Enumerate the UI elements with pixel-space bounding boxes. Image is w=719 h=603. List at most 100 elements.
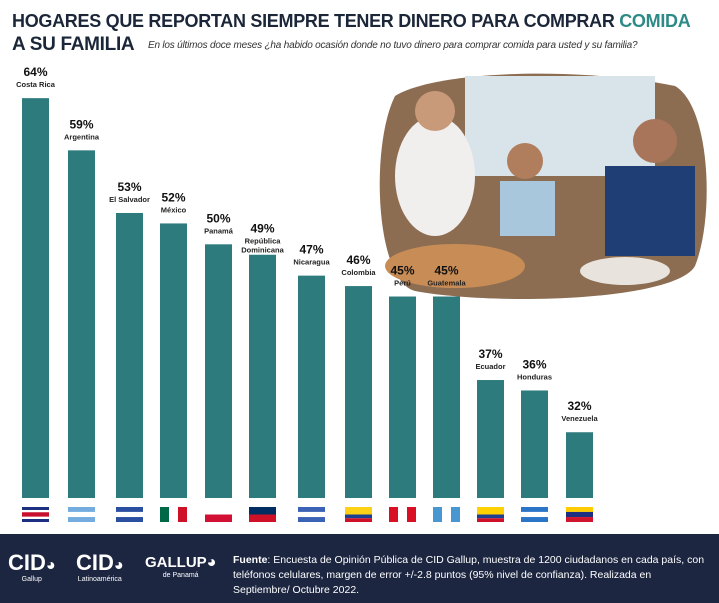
category-label: Colombia <box>341 268 376 277</box>
venezuela-flag <box>566 507 593 512</box>
peru-flag <box>398 507 407 522</box>
category-label: Venezuela <box>561 414 598 423</box>
guatemala-flag <box>451 507 460 522</box>
globe-icon: ◕ <box>206 554 217 571</box>
bar <box>68 150 95 498</box>
honduras-flag <box>521 517 548 522</box>
value-label: 52% <box>161 190 185 204</box>
bar <box>477 380 504 498</box>
logo-name: CID <box>76 550 114 575</box>
guatemala-flag <box>442 507 451 522</box>
honduras-flag <box>521 511 548 518</box>
costa-rica-flag <box>22 512 49 517</box>
honduras-flag <box>521 507 548 512</box>
logo-sub: Latinoamérica <box>77 576 122 583</box>
cid-gallup-logo: CID◕ Gallup <box>8 550 56 583</box>
category-label: Honduras <box>517 372 552 381</box>
category-label: México <box>161 205 187 214</box>
category-label: Guatemala <box>427 279 466 288</box>
category-label: Costa Rica <box>16 80 56 89</box>
bar <box>205 244 232 498</box>
dominican-republic-flag <box>249 507 276 515</box>
logo-name: CID <box>8 550 46 575</box>
bar <box>433 296 460 498</box>
bar <box>116 212 143 498</box>
bar <box>298 275 325 498</box>
costa-rica-flag <box>22 519 49 522</box>
ecuador-flag <box>477 507 504 515</box>
el-salvador-flag <box>116 507 143 512</box>
peru-flag <box>407 507 416 522</box>
category-label: Panamá <box>204 226 234 235</box>
category-label: Ecuador <box>475 362 505 371</box>
mexico-flag <box>178 507 187 522</box>
colombia-flag <box>345 514 372 519</box>
cid-latinoamerica-logo: CID◕ Latinoamérica <box>76 550 124 583</box>
logo-name: GALLUP <box>145 554 207 571</box>
bar <box>566 432 593 498</box>
peru-flag <box>389 507 398 522</box>
costa-rica-flag <box>22 516 49 519</box>
value-label: 32% <box>567 399 591 413</box>
venezuela-flag <box>566 517 593 522</box>
value-label: 49% <box>250 222 274 236</box>
category-label: Argentina <box>64 132 100 141</box>
gallup-panama-logo: GALLUP◕ de Panamá <box>145 554 216 579</box>
logo-sub: de Panamá <box>162 572 199 579</box>
bar <box>22 98 49 498</box>
globe-icon: ◕ <box>45 557 56 574</box>
chart-title-line2: A SU FAMILIA <box>12 34 135 55</box>
title-text: HOGARES QUE REPORTAN SIEMPRE TENER DINER… <box>12 11 620 31</box>
category-label: El Salvador <box>109 195 150 204</box>
mexico-flag <box>169 507 178 522</box>
el-salvador-flag <box>116 517 143 522</box>
category-label: Nicaragua <box>293 258 330 267</box>
guatemala-flag <box>433 507 442 522</box>
argentina-flag <box>68 511 95 518</box>
category-label: Perú <box>394 279 411 288</box>
chart-subtitle: En los últimos doce meses ¿ha habido oca… <box>148 40 638 51</box>
panama-flag <box>205 507 232 515</box>
title-highlight: COMIDA <box>619 11 691 31</box>
family-meal-photo <box>379 73 707 299</box>
ecuador-flag <box>477 518 504 522</box>
value-label: 46% <box>346 253 370 267</box>
nicaragua-flag <box>298 511 325 518</box>
bar <box>160 223 187 499</box>
source-note: Fuente: Encuesta de Opinión Pública de C… <box>233 553 708 598</box>
value-label: 37% <box>478 347 502 361</box>
dominican-republic-flag <box>249 514 276 522</box>
value-label: 50% <box>206 211 230 225</box>
nicaragua-flag <box>298 507 325 512</box>
argentina-flag <box>68 507 95 512</box>
colombia-flag <box>345 507 372 515</box>
ecuador-flag <box>477 514 504 519</box>
bar <box>345 286 372 498</box>
category-label: República <box>245 237 282 246</box>
nicaragua-flag <box>298 517 325 522</box>
bar-chart: 64%Costa Rica 59%Argentina 53%El Salvador 5… <box>16 65 598 522</box>
logo-sub: Gallup <box>21 576 42 583</box>
bar <box>249 254 276 498</box>
venezuela-flag <box>566 511 593 518</box>
value-label: 45% <box>434 264 458 278</box>
source-label: Fuente <box>233 554 268 566</box>
source-text: : Encuesta de Opinión Pública de CID Gal… <box>233 554 705 596</box>
colombia-flag <box>345 518 372 522</box>
value-label: 45% <box>390 264 414 278</box>
value-label: 59% <box>69 117 93 131</box>
value-label: 53% <box>117 180 141 194</box>
bar <box>521 390 548 498</box>
bar <box>389 296 416 498</box>
el-salvador-flag <box>116 511 143 518</box>
globe-icon: ◕ <box>113 557 124 574</box>
footer: CID◕ Gallup CID◕ Latinoamérica GALLUP◕ de P… <box>0 534 719 603</box>
costa-rica-flag <box>22 507 49 510</box>
mexico-flag <box>160 507 169 522</box>
argentina-flag <box>68 517 95 522</box>
value-label: 64% <box>23 65 47 79</box>
value-label: 36% <box>522 357 546 371</box>
value-label: 47% <box>299 243 323 257</box>
category-label: Dominicana <box>241 246 284 255</box>
costa-rica-flag <box>22 510 49 513</box>
